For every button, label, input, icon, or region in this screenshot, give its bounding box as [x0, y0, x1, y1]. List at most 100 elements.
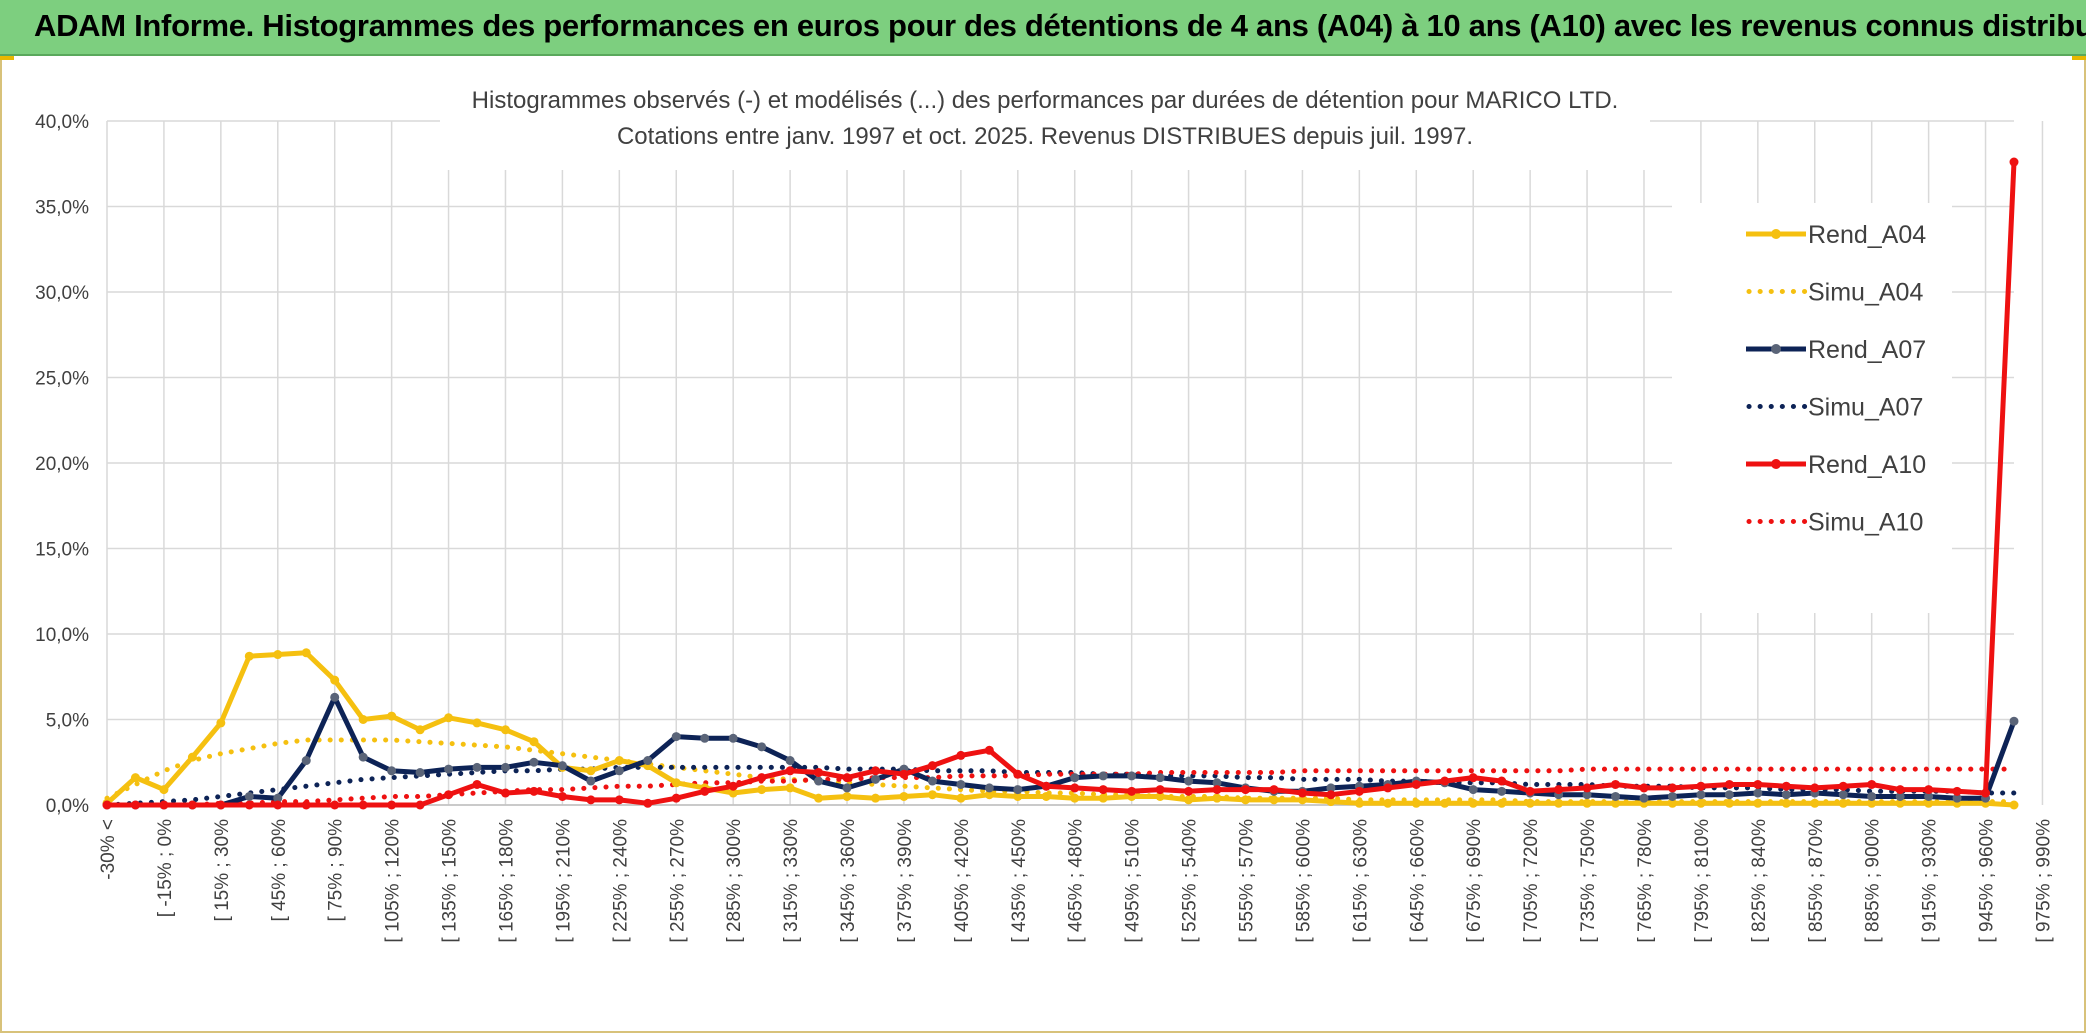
x-tick-label: [ 315% ; 330% — [781, 819, 802, 943]
data-point — [529, 737, 539, 747]
legend-marker — [1771, 344, 1781, 354]
data-point — [1184, 776, 1194, 786]
data-point — [1696, 798, 1706, 808]
data-point — [1411, 779, 1421, 789]
data-point — [1184, 795, 1194, 805]
data-point — [529, 786, 539, 796]
data-point — [757, 773, 767, 783]
chart-frame — [0, 56, 2086, 1033]
data-point — [1838, 798, 1848, 808]
data-point — [956, 793, 966, 803]
data-point — [984, 783, 994, 793]
data-point — [1155, 773, 1165, 783]
y-tick-label: 5,0% — [46, 711, 89, 732]
x-tick-label: [ 585% ; 600% — [1293, 819, 1314, 943]
data-point — [870, 774, 880, 784]
data-point — [444, 790, 454, 800]
data-point — [557, 791, 567, 801]
data-point — [2009, 157, 2019, 167]
x-tick-label: [ 855% ; 870% — [1806, 819, 1827, 943]
data-point — [1041, 791, 1051, 801]
x-tick-label: [ 525% ; 540% — [1180, 819, 1201, 943]
chart-title: Histogrammes observés (-) et modélisés (… — [472, 87, 1619, 114]
data-point — [1440, 776, 1450, 786]
report-banner: ADAM Informe. Histogrammes des performan… — [0, 0, 2086, 56]
data-point — [643, 798, 653, 808]
data-point — [785, 783, 795, 793]
data-point — [1070, 783, 1080, 793]
x-tick-label: [ 945% ; 960% — [1977, 819, 1998, 943]
data-point — [728, 788, 738, 798]
data-point — [415, 768, 425, 778]
data-point — [1895, 785, 1905, 795]
data-point — [1952, 786, 1962, 796]
data-point — [1098, 771, 1108, 781]
data-point — [1297, 788, 1307, 798]
data-point — [842, 773, 852, 783]
data-point — [1468, 773, 1478, 783]
data-point — [956, 779, 966, 789]
data-point — [1838, 790, 1848, 800]
series-line-rend-a10 — [107, 161, 2017, 808]
data-point — [1924, 785, 1934, 795]
data-point — [444, 764, 454, 774]
y-tick-label: 35,0% — [35, 198, 89, 219]
data-point — [1212, 793, 1222, 803]
data-point — [700, 786, 710, 796]
data-point — [159, 800, 169, 810]
data-point — [1781, 798, 1791, 808]
x-tick-label: [ 765% ; 780% — [1635, 819, 1656, 943]
data-point — [586, 766, 596, 776]
data-point — [1241, 795, 1251, 805]
y-tick-label: 15,0% — [35, 540, 89, 561]
data-point — [1667, 798, 1677, 808]
chart-legend: Rend_A04 Simu_A04 Rend_A07 Simu_A07 Rend_A10… — [1746, 221, 1926, 537]
data-point — [529, 757, 539, 767]
data-point — [1753, 788, 1763, 798]
legend-label: Rend_A07 — [1808, 336, 1926, 364]
x-tick-label: [ 45% ; 60% — [269, 819, 290, 922]
data-point — [1611, 791, 1621, 801]
data-point — [1212, 778, 1222, 788]
data-point — [1639, 783, 1649, 793]
histogram-chart: 0,0% 5,0% 10,0% 15,0% 20,0% 25,0% 30,0% 35,0% 40… — [35, 78, 2054, 943]
y-tick-label: 20,0% — [35, 454, 89, 475]
data-point — [1753, 798, 1763, 808]
x-tick-label: [ 495% ; 510% — [1123, 819, 1144, 943]
data-point — [273, 650, 283, 660]
data-point — [671, 732, 681, 742]
data-point — [614, 766, 624, 776]
data-point — [1724, 790, 1734, 800]
data-point — [1611, 779, 1621, 789]
data-point — [899, 791, 909, 801]
x-axis-ticks: -30% < [ -15% ; 0% [ 15% ; 30% [ 45% ; 60% [… — [98, 819, 2054, 943]
data-point — [130, 800, 140, 810]
data-point — [1127, 786, 1137, 796]
data-point — [814, 768, 824, 778]
data-point — [814, 793, 824, 803]
data-point — [330, 675, 340, 685]
data-point — [1952, 793, 1962, 803]
x-tick-label: [ 105% ; 120% — [383, 819, 404, 943]
x-tick-label: [ 825% ; 840% — [1749, 819, 1770, 943]
data-point — [1924, 798, 1934, 808]
data-point — [1696, 781, 1706, 791]
data-point — [614, 756, 624, 766]
data-point — [1724, 779, 1734, 789]
y-tick-label: 25,0% — [35, 369, 89, 390]
x-tick-label: [ -15% ; 0% — [155, 819, 176, 917]
data-point — [728, 733, 738, 743]
legend-label: Rend_A10 — [1808, 451, 1926, 479]
data-point — [330, 692, 340, 702]
data-point — [671, 778, 681, 788]
data-point — [1440, 798, 1450, 808]
data-point — [2009, 716, 2019, 726]
data-point — [500, 762, 510, 772]
data-point — [1326, 797, 1336, 807]
title-background — [440, 78, 1650, 170]
x-tick-label: [ 795% ; 810% — [1692, 819, 1713, 943]
data-point — [1554, 785, 1564, 795]
data-point — [1724, 798, 1734, 808]
data-point — [1696, 790, 1706, 800]
data-point — [586, 795, 596, 805]
